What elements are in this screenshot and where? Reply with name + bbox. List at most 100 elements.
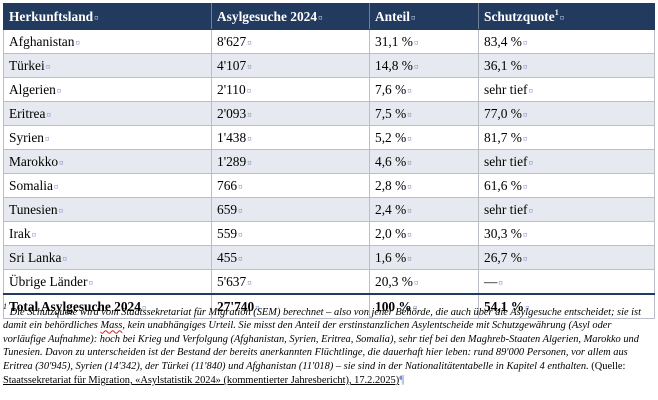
cell-applications-text: 4'107 — [217, 57, 247, 73]
total-share[interactable]: 100 %¤ — [369, 293, 479, 319]
cell-share-text: 14,8 % — [375, 57, 413, 73]
cell-applications[interactable]: 2'110¤ — [211, 77, 370, 102]
cell-applications[interactable]: 766¤ — [211, 173, 370, 198]
cell-country[interactable]: Algerien¤ — [3, 77, 212, 102]
cell-share[interactable]: 7,5 %¤ — [369, 101, 479, 126]
cell-protection[interactable]: 81,7 %¤ — [478, 125, 655, 150]
table-row: Tunesien¤ 659¤ 2,4 %¤ sehr tief¤ — [3, 197, 655, 222]
cell-end-marker: ¤ — [238, 253, 243, 264]
cell-end-marker: ¤ — [522, 133, 528, 144]
cell-country[interactable]: Tunesien¤ — [3, 197, 212, 222]
cell-end-marker: ¤ — [94, 12, 99, 23]
cell-country[interactable]: Afghanistan¤ — [3, 29, 212, 54]
cell-applications[interactable]: 8'627¤ — [211, 29, 370, 54]
cell-protection[interactable]: sehr tief¤ — [478, 77, 655, 102]
total-country-text: Total Asylgesuche 2024 — [9, 298, 141, 314]
cell-protection[interactable]: 36,1 %¤ — [478, 53, 655, 78]
cell-end-marker: ¤ — [525, 302, 530, 313]
cell-applications[interactable]: 559¤ — [211, 221, 370, 246]
table-row: Eritrea¤ 2'093¤ 7,5 %¤ 77,0 %¤ — [3, 101, 655, 126]
cell-share[interactable]: 2,8 %¤ — [369, 173, 479, 198]
cell-share-text: 20,3 % — [375, 273, 413, 289]
cell-share[interactable]: 7,6 %¤ — [369, 77, 479, 102]
cell-applications[interactable]: 1'289¤ — [211, 149, 370, 174]
table-row: Marokko¤ 1'289¤ 4,6 %¤ sehr tief¤ — [3, 149, 655, 174]
total-country[interactable]: Total Asylgesuche 2024¤ — [3, 293, 212, 319]
spellcheck-flagged-word[interactable]: Mass — [100, 320, 123, 332]
total-protection[interactable]: 54,1 %¤ — [478, 293, 655, 319]
cell-end-marker: ¤ — [522, 61, 528, 72]
table-row: Algerien¤ 2'110¤ 7,6 %¤ sehr tief¤ — [3, 77, 655, 102]
cell-protection-text: 30,3 % — [484, 225, 522, 241]
cell-country[interactable]: Somalia¤ — [3, 173, 212, 198]
cell-end-marker: ¤ — [407, 133, 412, 144]
cell-share[interactable]: 31,1 %¤ — [369, 29, 479, 54]
cell-protection[interactable]: 83,4 %¤ — [478, 29, 655, 54]
cell-country[interactable]: Übrige Länder¤ — [3, 269, 212, 295]
cell-share-text: 31,1 % — [375, 33, 413, 49]
cell-applications-text: 1'438 — [217, 129, 247, 145]
cell-country[interactable]: Marokko¤ — [3, 149, 212, 174]
cell-end-marker: ¤ — [407, 85, 412, 96]
cell-protection-text: 83,4 % — [484, 33, 522, 49]
cell-end-marker: ¤ — [413, 37, 419, 48]
footnote-quelle: (Quelle: — [588, 360, 626, 372]
footnote[interactable]: 1 Die Schutzquote wird vom Staatssekreta… — [3, 303, 651, 387]
cell-protection[interactable]: —¤ — [478, 269, 655, 295]
header-country-label: Herkunftsland — [9, 8, 94, 24]
cell-applications[interactable]: 659¤ — [211, 197, 370, 222]
table-total-row: Total Asylgesuche 2024¤ 27'740¤ 100 %¤ 54,1… — [3, 293, 655, 319]
header-country[interactable]: Herkunftsland¤ — [3, 3, 212, 30]
cell-country-text: Irak — [9, 225, 31, 241]
cell-share-text: 7,6 % — [375, 81, 407, 97]
cell-country[interactable]: Irak¤ — [3, 221, 212, 246]
cell-country[interactable]: Türkei¤ — [3, 53, 212, 78]
cell-country-text: Sri Lanka — [9, 249, 62, 265]
cell-country[interactable]: Syrien¤ — [3, 125, 212, 150]
cell-end-marker: ¤ — [407, 205, 412, 216]
cell-share[interactable]: 1,6 %¤ — [369, 245, 479, 270]
header-applications[interactable]: Asylgesuche 2024¤ — [211, 3, 370, 30]
cell-protection[interactable]: 30,3 %¤ — [478, 221, 655, 246]
footnote-text-part2: , kein unabhängiges Urteil. Sie misst de… — [3, 320, 639, 372]
cell-end-marker: ¤ — [75, 37, 80, 48]
cell-protection[interactable]: 77,0 %¤ — [478, 101, 655, 126]
cell-applications[interactable]: 5'637¤ — [211, 269, 370, 295]
cell-end-marker: ¤ — [528, 205, 534, 216]
cell-protection[interactable]: 26,7 %¤ — [478, 245, 655, 270]
cell-applications[interactable]: 4'107¤ — [211, 53, 370, 78]
cell-end-marker: ¤ — [238, 229, 243, 240]
cell-applications[interactable]: 1'438¤ — [211, 125, 370, 150]
cell-end-marker: ¤ — [141, 302, 147, 313]
cell-share-text: 2,4 % — [375, 201, 407, 217]
total-applications[interactable]: 27'740¤ — [211, 293, 370, 319]
cell-end-marker: ¤ — [410, 12, 416, 23]
cell-share[interactable]: 4,6 %¤ — [369, 149, 479, 174]
cell-protection-text: 36,1 % — [484, 57, 522, 73]
cell-protection[interactable]: 61,6 %¤ — [478, 173, 655, 198]
cell-end-marker: ¤ — [522, 37, 528, 48]
header-share[interactable]: Anteil¤ — [369, 3, 479, 30]
cell-share[interactable]: 5,2 %¤ — [369, 125, 479, 150]
cell-end-marker: ¤ — [62, 253, 67, 264]
cell-protection[interactable]: sehr tief¤ — [478, 149, 655, 174]
table-header-row: Herkunftsland¤ Asylgesuche 2024¤ Anteil¤… — [3, 3, 655, 30]
cell-end-marker: ¤ — [247, 133, 252, 144]
header-protection[interactable]: Schutzquote1¤ — [478, 3, 655, 30]
cell-applications[interactable]: 2'093¤ — [211, 101, 370, 126]
cell-share[interactable]: 2,4 %¤ — [369, 197, 479, 222]
table-row: Sri Lanka¤ 455¤ 1,6 %¤ 26,7 %¤ — [3, 245, 655, 270]
cell-share[interactable]: 14,8 %¤ — [369, 53, 479, 78]
cell-country[interactable]: Sri Lanka¤ — [3, 245, 212, 270]
footnote-reference[interactable]: 1 — [554, 7, 559, 17]
cell-country-text: Syrien — [9, 129, 44, 145]
cell-share[interactable]: 20,3 %¤ — [369, 269, 479, 295]
cell-protection[interactable]: sehr tief¤ — [478, 197, 655, 222]
source-link[interactable]: Staatssekretariat für Migration, «Asylst… — [3, 375, 400, 387]
table-row: Syrien¤ 1'438¤ 5,2 %¤ 81,7 %¤ — [3, 125, 655, 150]
cell-share[interactable]: 2,0 %¤ — [369, 221, 479, 246]
cell-applications[interactable]: 455¤ — [211, 245, 370, 270]
cell-protection-text: 77,0 % — [484, 105, 522, 121]
cell-country[interactable]: Eritrea¤ — [3, 101, 212, 126]
cell-protection-text: 81,7 % — [484, 129, 522, 145]
